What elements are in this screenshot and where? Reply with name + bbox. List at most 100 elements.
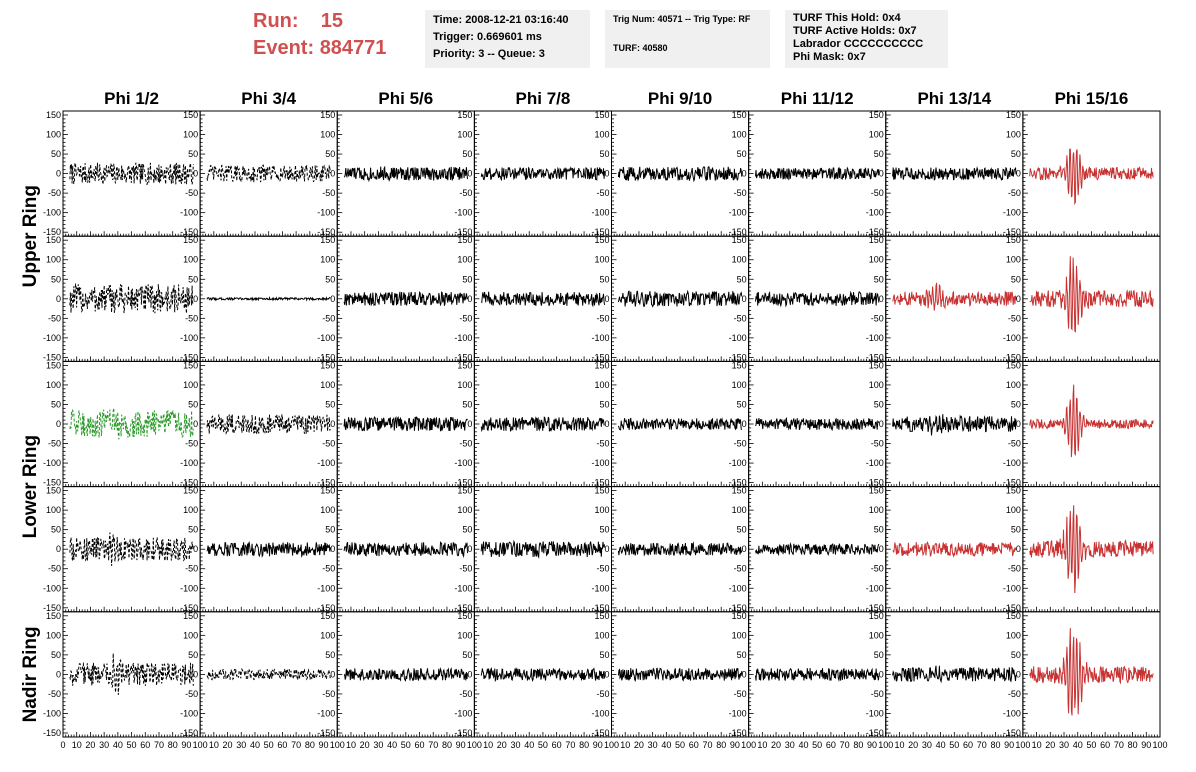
x-tick-label-c7-50: 50 — [1086, 740, 1096, 750]
y-tick-label-r2-c0--150: -150 — [43, 478, 61, 488]
y-tick-label-r0-c6-0: 0 — [879, 169, 884, 179]
y-tick-label-r4-c0-0: 0 — [56, 669, 61, 679]
y-tick-label-r1-c5-100: 100 — [732, 255, 747, 265]
y-tick-label-r4-c4--150: -150 — [591, 728, 609, 738]
y-tick-label-r4-c6-50: 50 — [874, 650, 884, 660]
waveform-r2-c3 — [480, 416, 605, 433]
y-tick-label-r4-c7-100: 100 — [1006, 630, 1021, 640]
y-tick-label-r1-c3-100: 100 — [457, 255, 472, 265]
y-tick-label-r1-c2--100: -100 — [317, 333, 335, 343]
y-tick-label-r1-c5-50: 50 — [737, 274, 747, 284]
waveform-r4-c4 — [617, 667, 743, 683]
y-tick-label-r0-c0-50: 50 — [51, 149, 61, 159]
column-header-4: Phi 7/8 — [516, 89, 571, 108]
y-tick-label-r2-c1-150: 150 — [183, 360, 198, 370]
y-tick-label-r2-c1--100: -100 — [180, 458, 198, 468]
y-tick-label-r2-c6-50: 50 — [874, 399, 884, 409]
waveform-r2-c0 — [69, 407, 194, 440]
y-tick-label-r2-c5--50: -50 — [734, 439, 747, 449]
y-tick-label-r2-c4--150: -150 — [591, 478, 609, 488]
x-tick-label-c4-30: 30 — [648, 740, 658, 750]
y-tick-label-r4-c4--50: -50 — [596, 689, 609, 699]
x-tick-label-c6-30: 30 — [922, 740, 932, 750]
y-tick-label-r0-c1--100: -100 — [180, 208, 198, 218]
y-tick-label-r0-c2-150: 150 — [320, 110, 335, 120]
y-tick-label-r3-c5-0: 0 — [742, 544, 747, 554]
x-tick-label-c3-30: 30 — [511, 740, 521, 750]
y-tick-label-r0-c0--100: -100 — [43, 208, 61, 218]
y-tick-label-r2-c7--150: -150 — [1003, 478, 1021, 488]
y-tick-label-r1-c5--100: -100 — [729, 333, 747, 343]
x-tick-label-c6-80: 80 — [990, 740, 1000, 750]
x-tick-label-c6-40: 40 — [936, 740, 946, 750]
x-tick-label-c7-90: 90 — [1141, 740, 1151, 750]
x-tick-label-c0-20: 20 — [85, 740, 95, 750]
y-tick-label-r3-c0-50: 50 — [51, 525, 61, 535]
y-tick-label-r3-c0-0: 0 — [56, 544, 61, 554]
y-tick-label-r3-c6-0: 0 — [879, 544, 884, 554]
y-tick-label-r3-c6--150: -150 — [866, 603, 884, 613]
waveform-r0-c7 — [1029, 148, 1154, 206]
y-tick-label-r3-c2-100: 100 — [320, 505, 335, 515]
y-tick-label-r1-c7--150: -150 — [1003, 352, 1021, 362]
y-tick-label-r3-c7-100: 100 — [1006, 505, 1021, 515]
y-tick-label-r1-c0-0: 0 — [56, 294, 61, 304]
y-tick-label-r0-c6--50: -50 — [871, 188, 884, 198]
y-tick-label-r2-c5-100: 100 — [732, 380, 747, 390]
x-tick-label-c5-30: 30 — [785, 740, 795, 750]
y-tick-label-r3-c6--100: -100 — [866, 583, 884, 593]
y-tick-label-r4-c2--50: -50 — [322, 689, 335, 699]
y-tick-label-r4-c4-50: 50 — [599, 650, 609, 660]
y-tick-label-r3-c2-0: 0 — [330, 544, 335, 554]
y-tick-label-r4-c5-50: 50 — [737, 650, 747, 660]
y-tick-label-r3-c1--150: -150 — [180, 603, 198, 613]
y-tick-label-r2-c1-0: 0 — [193, 419, 198, 429]
run-row: Run: 15 — [253, 8, 386, 35]
waveform-r4-c5 — [755, 667, 880, 682]
y-tick-label-r3-c1--50: -50 — [185, 564, 198, 574]
y-tick-label-r2-c7-0: 0 — [1016, 419, 1021, 429]
y-tick-label-r2-c6-100: 100 — [869, 380, 884, 390]
x-tick-label-c1-30: 30 — [236, 740, 246, 750]
y-tick-label-r2-c2-100: 100 — [320, 380, 335, 390]
x-tick-label-c1-90: 90 — [319, 740, 329, 750]
y-tick-label-r4-c2-100: 100 — [320, 630, 335, 640]
y-tick-label-r4-c4-0: 0 — [604, 669, 609, 679]
x-tick-label-c3-50: 50 — [538, 740, 548, 750]
y-tick-label-r3-c3--50: -50 — [459, 564, 472, 574]
y-tick-label-r4-c1--150: -150 — [180, 728, 198, 738]
y-tick-label-r0-c5--150: -150 — [729, 227, 747, 237]
y-tick-label-r1-c7--100: -100 — [1003, 333, 1021, 343]
y-tick-label-r1-c4-0: 0 — [604, 294, 609, 304]
y-tick-label-r3-c7--100: -100 — [1003, 583, 1021, 593]
y-tick-label-r0-c1-150: 150 — [183, 110, 198, 120]
x-tick-label-c6-10: 10 — [894, 740, 904, 750]
waveform-r3-c1 — [206, 541, 331, 559]
trigger-text: Trigger: 0.669601 ms — [433, 31, 542, 43]
y-tick-label-r4-c1--50: -50 — [185, 689, 198, 699]
waveform-r4-c3 — [480, 666, 606, 683]
y-tick-label-r3-c0--150: -150 — [43, 603, 61, 613]
y-tick-label-r0-c7--150: -150 — [1003, 227, 1021, 237]
y-tick-label-r1-c3--150: -150 — [454, 352, 472, 362]
y-tick-label-r1-c6-50: 50 — [874, 274, 884, 284]
y-tick-label-r0-c5--100: -100 — [729, 208, 747, 218]
y-tick-label-r4-c2-150: 150 — [320, 611, 335, 621]
y-tick-label-r4-c7--100: -100 — [1003, 708, 1021, 718]
y-tick-label-r0-c3--150: -150 — [454, 227, 472, 237]
x-tick-label-c0-90: 90 — [181, 740, 191, 750]
priority-text: Priority: 3 -- Queue: 3 — [433, 48, 545, 60]
x-tick-label-c2-50: 50 — [401, 740, 411, 750]
y-tick-label-r4-c6-100: 100 — [869, 630, 884, 640]
y-tick-label-r1-c6-0: 0 — [879, 294, 884, 304]
y-tick-label-r1-c6--100: -100 — [866, 333, 884, 343]
y-tick-label-r0-c5-150: 150 — [732, 110, 747, 120]
y-tick-label-r0-c7--100: -100 — [1003, 208, 1021, 218]
x-tick-label-c1-100: 100 — [330, 740, 345, 750]
y-tick-label-r0-c7-0: 0 — [1016, 169, 1021, 179]
x-tick-label-c0-40: 40 — [113, 740, 123, 750]
waveform-r2-c2 — [343, 415, 468, 432]
waveform-r0-c6 — [892, 166, 1017, 182]
waveform-r1-c6 — [892, 282, 1017, 311]
labrador-text: Labrador CCCCCCCCCC — [793, 38, 924, 50]
